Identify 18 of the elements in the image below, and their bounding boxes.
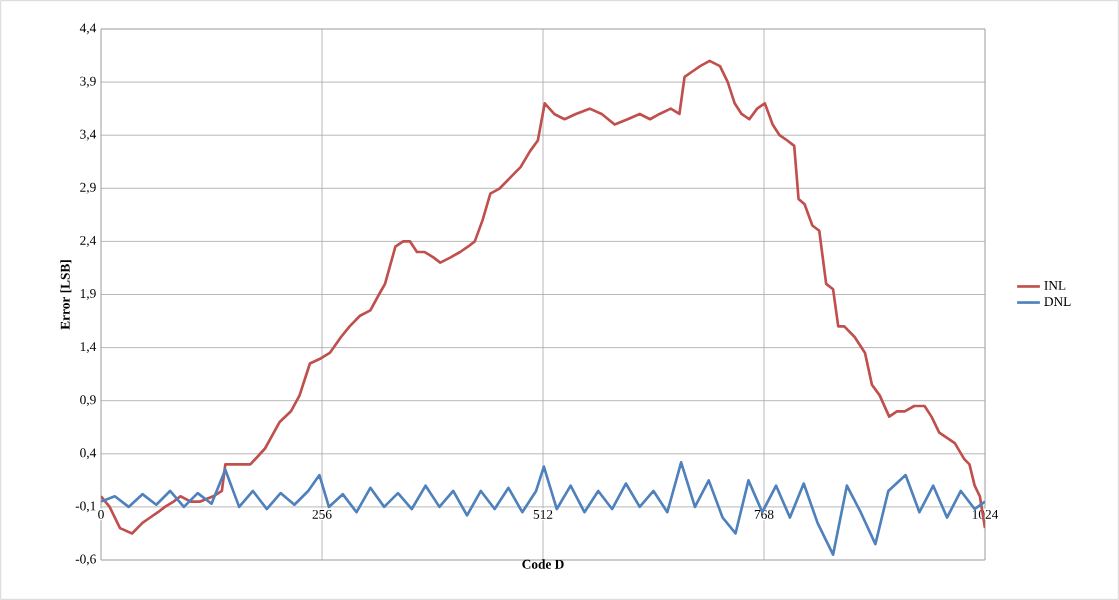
y-tick-label: 0,9 <box>80 395 96 407</box>
x-tick-label: 256 <box>312 509 332 519</box>
y-tick-label: 1,9 <box>80 289 96 300</box>
y-tick-label: 3,9 <box>80 76 96 88</box>
y-tick-label: 2,9 <box>80 182 96 194</box>
y-axis-title: Error [LSB] <box>60 260 72 330</box>
y-tick-label: 0,4 <box>80 448 97 460</box>
x-tick-label: 512 <box>533 509 553 519</box>
y-tick-label: -0,1 <box>75 501 96 513</box>
y-tick-label: -0,6 <box>75 554 96 566</box>
legend-label: INL <box>1044 281 1066 290</box>
y-tick-label: 4,4 <box>79 23 97 35</box>
x-tick-label: 0 <box>98 509 104 519</box>
y-tick-label: 1,4 <box>80 342 97 354</box>
x-axis-title: Code D <box>522 559 564 569</box>
legend-label: DNL <box>1044 297 1071 306</box>
y-tick-label: 3,4 <box>80 129 97 141</box>
y-tick-label: 2,4 <box>80 235 97 247</box>
